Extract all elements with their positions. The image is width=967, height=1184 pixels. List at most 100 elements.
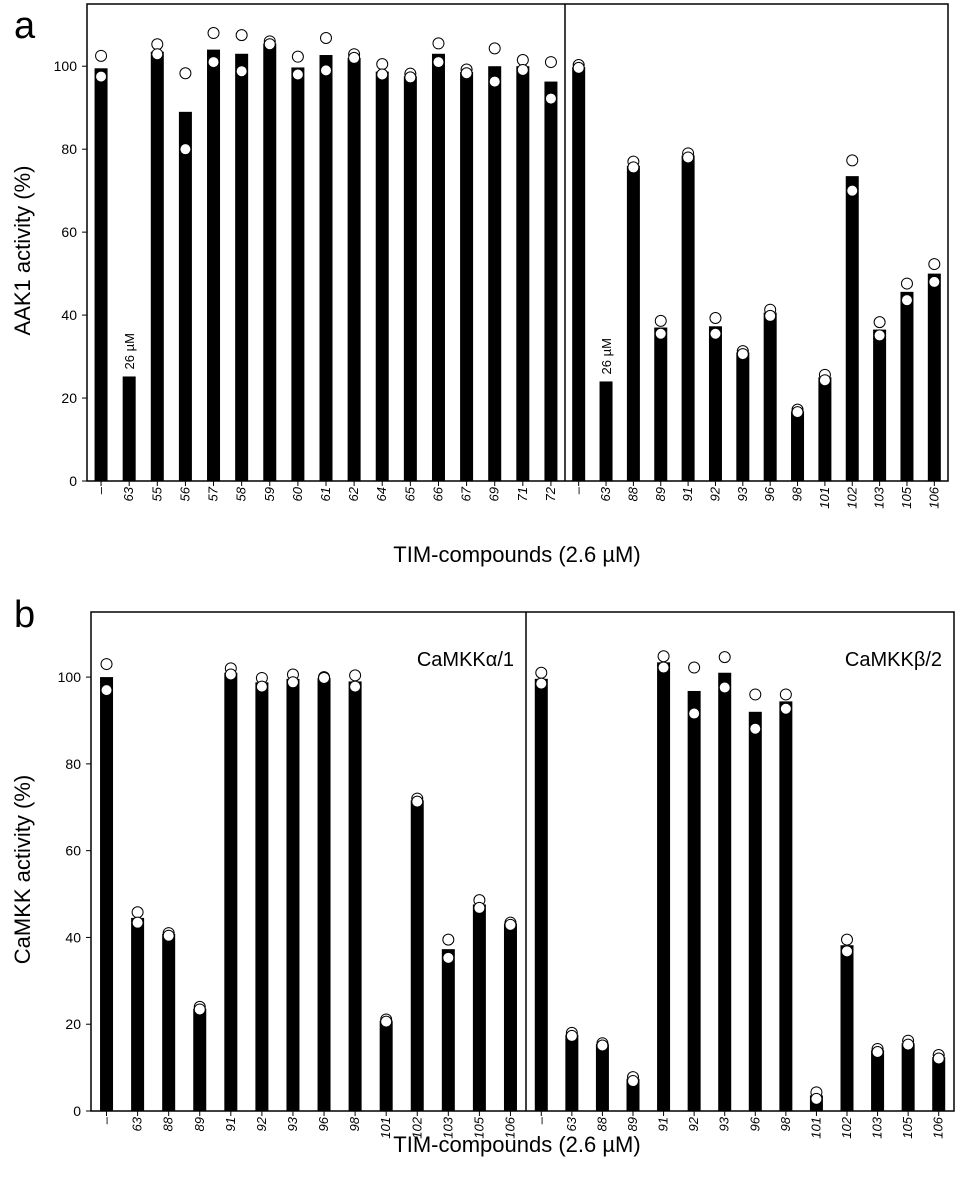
bar: [488, 66, 502, 481]
replicate-point: [688, 661, 701, 674]
x-tick-label: 59: [262, 487, 277, 501]
x-tick-label: 88: [594, 1116, 609, 1131]
replicate-point: [235, 29, 248, 42]
x-tick-label: 98: [778, 1116, 793, 1131]
subplot-b-1: CaMKKβ/2 – 63 88 89 91 92 93 96 98 101 102 103 105 106: [533, 649, 945, 1139]
bar: [565, 1034, 579, 1111]
replicate-point: [151, 38, 164, 51]
replicate-point: [516, 63, 529, 76]
x-tick-label: 72: [543, 486, 558, 501]
x-tick-label: 88: [625, 486, 640, 501]
x-axis-title: TIM-compounds (2.6 µM): [393, 542, 640, 567]
bar: [534, 678, 548, 1111]
bar: [871, 1050, 885, 1111]
x-tick-label: 101: [808, 1117, 823, 1139]
x-tick-label: 106: [502, 1116, 517, 1138]
replicate-point: [779, 688, 792, 701]
x-tick-label: 62: [346, 486, 361, 501]
x-tick-label: –: [533, 1116, 548, 1125]
x-tick-label: 103: [870, 1116, 885, 1138]
x-tick-label: 96: [762, 486, 777, 501]
replicate-point: [235, 65, 248, 78]
replicate-point: [873, 329, 886, 342]
x-tick-label: 91: [223, 1117, 238, 1131]
bar: [379, 1020, 393, 1111]
replicate-point: [95, 70, 108, 83]
replicate-point: [900, 277, 913, 290]
replicate-point: [442, 933, 455, 946]
x-tick-label: 89: [625, 1117, 640, 1131]
replicate-point: [688, 707, 701, 720]
bar: [681, 155, 695, 482]
subplot-a-0: – 63 55 56 57 58 59 60 61 62 64 65 66 67 69 71 72 26 µM: [93, 27, 558, 501]
replicate-point: [380, 1015, 393, 1028]
x-tick-label: 106: [926, 486, 941, 508]
x-tick-label: 105: [899, 486, 914, 508]
replicate-point: [460, 67, 473, 80]
replicate-point: [516, 53, 529, 66]
replicate-point: [473, 901, 486, 914]
replicate-point: [131, 906, 144, 919]
replicate-point: [654, 327, 667, 340]
replicate-point: [162, 929, 175, 942]
bar: [845, 176, 859, 482]
bar: [599, 381, 613, 481]
bar: [763, 312, 777, 481]
x-tick-label: –: [571, 486, 586, 495]
x-tick-label: 102: [839, 1116, 854, 1138]
x-tick-label: 67: [459, 486, 474, 501]
x-tick-label: 63: [598, 486, 613, 501]
replicate-point: [736, 348, 749, 361]
x-tick-label: 106: [931, 1116, 946, 1138]
replicate-point: [682, 151, 695, 164]
replicate-point: [544, 92, 557, 105]
bar: [375, 71, 389, 482]
plot-frame: [90, 611, 955, 1112]
x-tick-label: –: [99, 1116, 114, 1125]
bar: [687, 690, 701, 1111]
x-tick-label: 65: [402, 486, 417, 501]
bar: [441, 949, 455, 1111]
replicate-point: [179, 67, 192, 80]
x-tick-label: 98: [790, 486, 805, 501]
replicate-point: [207, 27, 220, 40]
y-tick-label: 20: [61, 390, 77, 406]
bar: [291, 67, 305, 482]
bar: [348, 681, 362, 1111]
replicate-point: [263, 38, 276, 51]
bar: [263, 43, 277, 481]
y-tick-label: 100: [58, 669, 82, 685]
y-tick-label: 100: [54, 58, 78, 74]
bar: [94, 68, 108, 481]
bar-annotation: 26 µM: [599, 338, 614, 374]
bar: [791, 411, 805, 481]
replicate-point: [432, 37, 445, 50]
replicate-point: [657, 661, 670, 674]
replicate-point: [488, 42, 501, 55]
bar: [207, 49, 221, 481]
replicate-point: [718, 651, 731, 664]
bar: [626, 1078, 640, 1111]
x-tick-label: 102: [844, 486, 859, 508]
replicate-point: [810, 1092, 823, 1105]
bar: [319, 55, 333, 482]
replicate-point: [846, 154, 859, 167]
replicate-point: [348, 51, 361, 64]
y-tick-label: 80: [61, 141, 77, 157]
panel-letter: b: [14, 594, 35, 636]
bar: [150, 51, 164, 481]
replicate-point: [818, 374, 831, 387]
bar: [927, 273, 941, 481]
replicate-point: [627, 161, 640, 174]
bar: [595, 1044, 609, 1111]
bar-annotation: 26 µM: [122, 333, 137, 369]
replicate-point: [318, 671, 331, 684]
x-tick-label: 101: [378, 1117, 393, 1139]
replicate-point: [709, 311, 722, 324]
replicate-point: [932, 1052, 945, 1065]
x-tick-label: 71: [515, 487, 530, 501]
y-tick-label: 0: [69, 473, 77, 489]
x-tick-label: 101: [817, 487, 832, 509]
x-tick-label: 64: [374, 487, 389, 501]
